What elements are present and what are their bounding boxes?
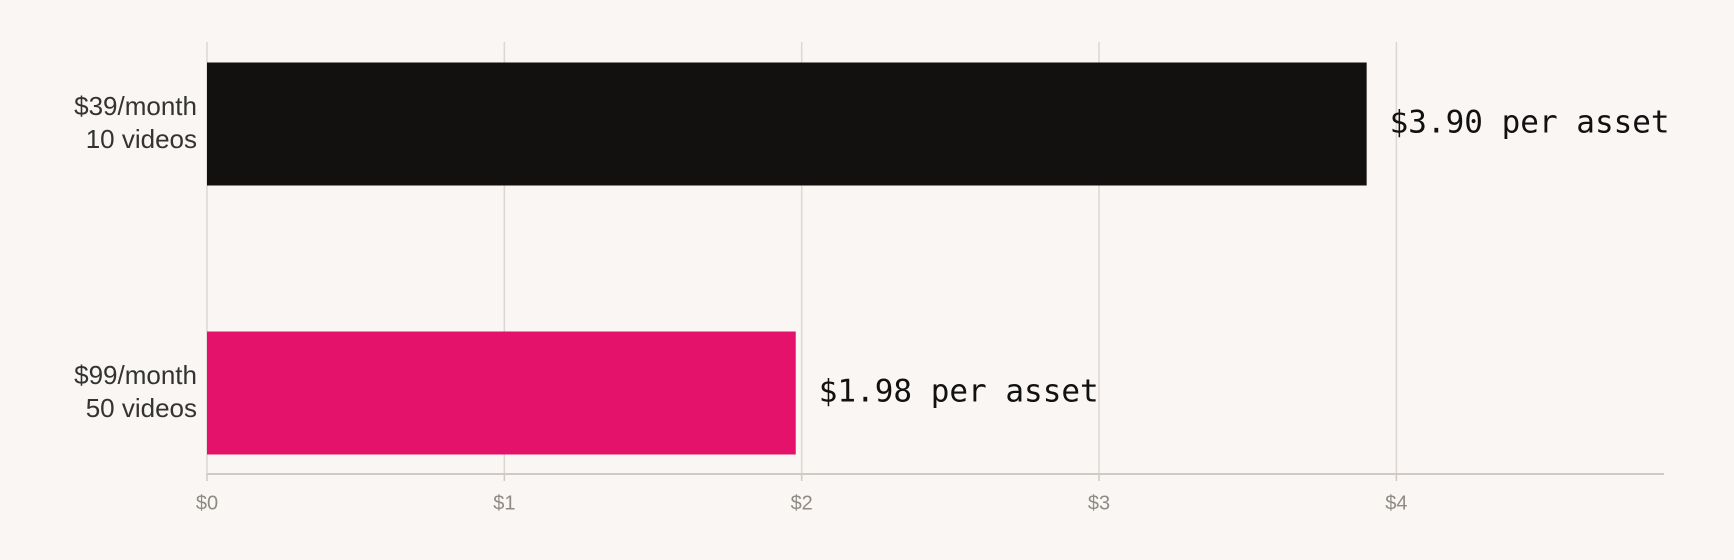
- x-tick-label: $0: [196, 492, 218, 514]
- x-tick-label: $4: [1385, 492, 1407, 514]
- y-tick-label: 50 videos: [86, 393, 197, 423]
- bar: [207, 331, 796, 455]
- y-tick-label: $39/month: [74, 91, 197, 121]
- x-tick-label: $2: [791, 492, 813, 514]
- x-tick-label: $3: [1088, 492, 1110, 514]
- y-tick-label: 10 videos: [86, 124, 197, 154]
- x-tick-label: $1: [493, 492, 515, 514]
- value-label: $3.90 per asset: [1390, 105, 1670, 141]
- y-tick-label: $99/month: [74, 360, 197, 390]
- bar: [207, 62, 1367, 186]
- value-label: $1.98 per asset: [819, 374, 1099, 410]
